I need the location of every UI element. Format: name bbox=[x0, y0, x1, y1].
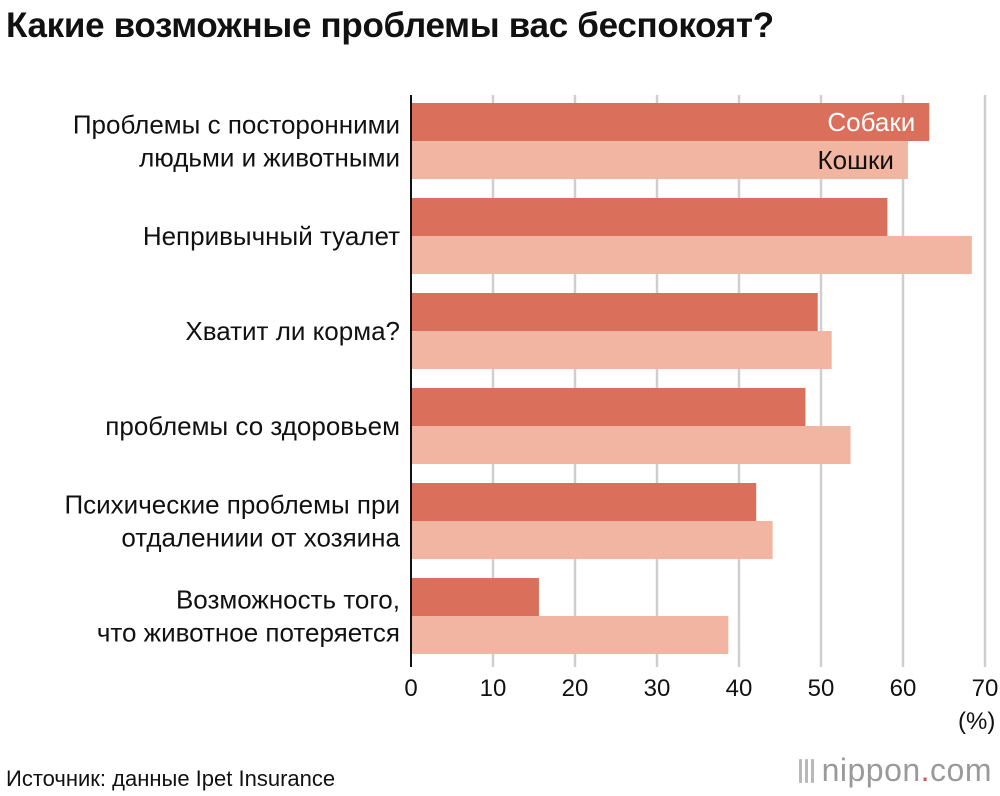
brand-main: nippon bbox=[821, 752, 921, 788]
x-tick-label: 30 bbox=[644, 675, 671, 702]
chart-title: Какие возможные проблемы вас беспокоят? bbox=[6, 6, 774, 45]
category-label: проблемы со здоровьем bbox=[105, 411, 400, 441]
bar-cats bbox=[411, 616, 729, 654]
brand-lines-icon bbox=[798, 758, 814, 783]
x-tick-label: 60 bbox=[890, 675, 917, 702]
brand-dot: . bbox=[920, 752, 931, 788]
category-label: Психические проблемы при отдалениии от хо… bbox=[64, 490, 400, 553]
bar-dogs bbox=[411, 198, 888, 236]
legend-label: Кошки bbox=[818, 145, 894, 175]
category-label: Хватит ли корма? bbox=[185, 316, 400, 346]
bar-dogs bbox=[411, 293, 818, 331]
legend: Собаки Кошки bbox=[818, 107, 916, 175]
bar-cats bbox=[411, 331, 832, 369]
bar-cats bbox=[411, 521, 773, 559]
x-tick-label: 20 bbox=[562, 675, 589, 702]
bar-dogs bbox=[411, 483, 757, 521]
x-tick-label: 70 bbox=[972, 675, 999, 702]
unit-label: (%) bbox=[958, 708, 996, 735]
category-label: Проблемы с посторонними людьми и животным… bbox=[73, 110, 400, 173]
bar-dogs bbox=[411, 103, 930, 141]
bar-cats bbox=[411, 141, 908, 179]
bar-cats bbox=[411, 426, 851, 464]
x-tick-label: 10 bbox=[480, 675, 507, 702]
grid-lines bbox=[491, 95, 987, 667]
category-labels: Проблемы с посторонними людьми и животным… bbox=[64, 110, 400, 648]
brand-tail: com bbox=[930, 752, 992, 788]
bars bbox=[411, 103, 972, 654]
bar-dogs bbox=[411, 578, 539, 616]
x-tick-labels: 0 10 20 30 40 50 60 70 bbox=[404, 675, 998, 702]
brand-logo: nippon.com bbox=[798, 752, 992, 789]
x-tick-label: 0 bbox=[404, 675, 417, 702]
bar-cats bbox=[411, 236, 972, 274]
x-tick-label: 40 bbox=[726, 675, 753, 702]
bar-dogs bbox=[411, 388, 806, 426]
category-label: Возможность того, что животное потеряется bbox=[97, 585, 400, 648]
category-label: Непривычный туалет bbox=[143, 221, 400, 251]
legend-label: Собаки bbox=[827, 107, 915, 137]
x-tick-label: 50 bbox=[808, 675, 835, 702]
source-note: Источник: данные Ipet Insurance bbox=[6, 766, 336, 791]
